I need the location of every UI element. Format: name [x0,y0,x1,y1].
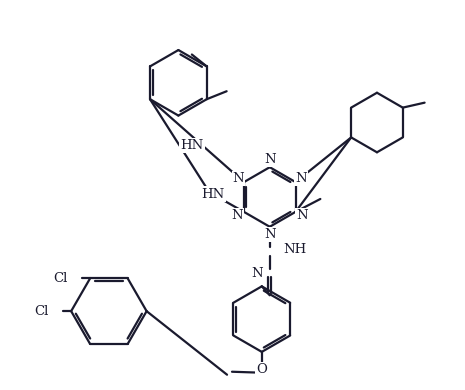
Text: N: N [264,153,276,166]
Text: N: N [295,172,307,184]
Text: N: N [296,209,308,222]
Text: N: N [232,209,243,222]
Text: N: N [232,172,244,184]
Text: N: N [251,267,263,280]
Text: NH: NH [284,243,307,256]
Text: O: O [256,363,267,376]
Text: HN: HN [201,188,225,200]
Text: N: N [264,228,276,241]
Text: Cl: Cl [53,272,67,285]
Text: Cl: Cl [34,305,48,318]
Text: HN: HN [180,139,204,152]
